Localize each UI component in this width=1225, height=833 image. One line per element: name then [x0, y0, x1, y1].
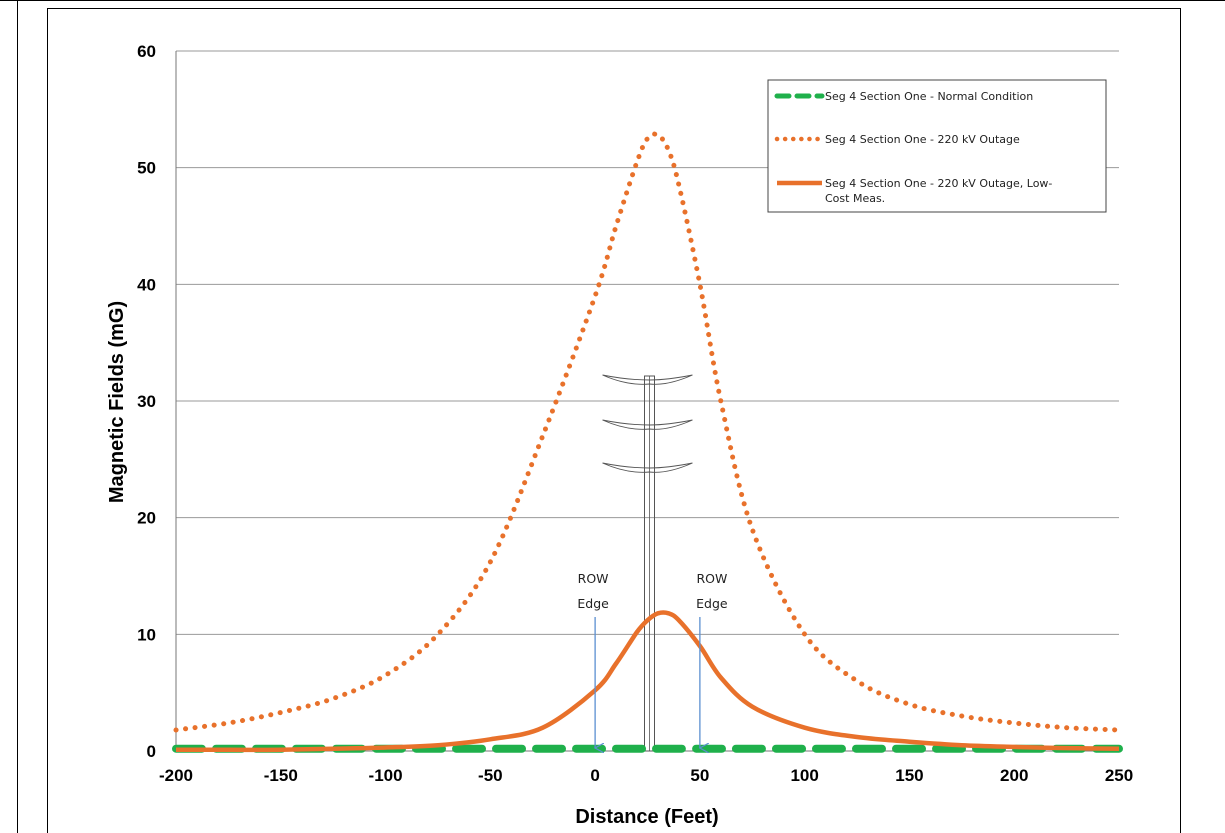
row-edge-label-line2: Edge	[696, 596, 728, 611]
x-axis-title: Distance (Feet)	[575, 806, 718, 828]
annotation-layer: ROW Edge ROW Edge	[577, 571, 728, 748]
x-tick-label: -200	[159, 766, 193, 785]
row-edge-label-line1: ROW	[696, 571, 727, 586]
y-tick-label: 20	[137, 509, 156, 528]
frame-top-border	[0, 0, 1225, 1]
frame-outer-left-border	[17, 0, 18, 833]
x-tick-label: -100	[369, 766, 403, 785]
transmission-tower	[602, 374, 693, 752]
series-layer	[172, 131, 1123, 753]
legend-label-1: Seg 4 Section One - Normal Condition	[825, 90, 1033, 103]
legend-box	[767, 79, 1107, 213]
y-tick-label: 50	[137, 159, 156, 178]
tick-labels: 0 10 20 30 40 50 60 -200 -150 -100 -50 0 50 100 150 200…	[137, 42, 1133, 785]
row-edge-label-line2: Edge	[577, 596, 609, 611]
y-tick-label: 60	[137, 42, 156, 61]
tower-crossarm-1	[602, 374, 693, 385]
x-tick-label: 100	[790, 766, 818, 785]
y-axis-title: Magnetic Fields (mG)	[106, 301, 128, 503]
row-edge-label-line1: ROW	[578, 571, 609, 586]
series-line-2	[173, 131, 1122, 733]
y-tick-label: 30	[137, 392, 156, 411]
x-tick-label: -50	[478, 766, 503, 785]
legend-label-2: Seg 4 Section One - 220 kV Outage	[825, 133, 1020, 146]
x-tick-label: 50	[690, 766, 709, 785]
frame-inner-top-border	[47, 8, 1180, 9]
x-tick-label: 250	[1105, 766, 1133, 785]
x-tick-label: -150	[264, 766, 298, 785]
y-tick-label: 40	[137, 275, 156, 294]
x-tick-label: 200	[1000, 766, 1028, 785]
legend-label-3: Seg 4 Section One - 220 kV Outage, Low-	[825, 177, 1052, 190]
x-tick-label: 150	[895, 766, 923, 785]
y-tick-label: 0	[147, 742, 156, 761]
frame-inner-left-border	[47, 8, 48, 833]
frame-inner-right-border	[1180, 8, 1181, 833]
tower-crossarm-2	[602, 419, 693, 430]
x-tick-label: 0	[590, 766, 599, 785]
series-line-3	[175, 610, 1120, 753]
legend-label-3: Cost Meas.	[825, 192, 885, 205]
tower-crossarm-3	[602, 462, 693, 473]
legend: Seg 4 Section One - Normal Condition Seg …	[767, 79, 1107, 213]
y-tick-label: 10	[137, 625, 156, 644]
